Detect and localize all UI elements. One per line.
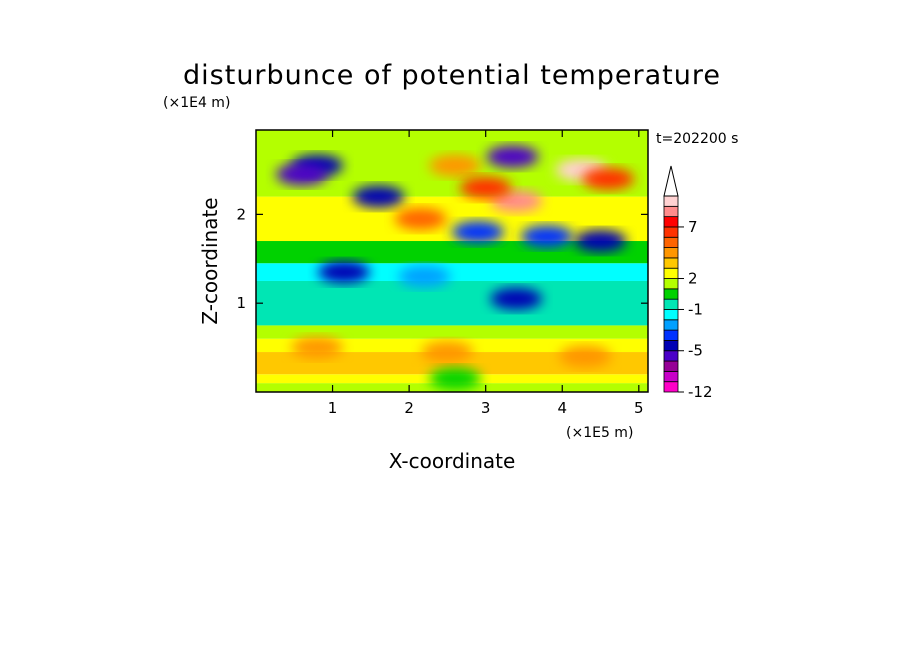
y-axis-label: Z-coordinate	[198, 197, 222, 324]
colorbar-swatch-17	[663, 205, 679, 218]
field-feature-13	[318, 261, 371, 284]
colorbar-swatch-7	[663, 309, 679, 321]
colorbar-extend-arrow	[663, 165, 679, 197]
field-feature-9	[582, 167, 635, 190]
colorbar-swatch-14	[663, 236, 679, 248]
field-band-6	[256, 263, 648, 281]
colorbar-swatch-15	[663, 226, 679, 238]
plot-area	[256, 130, 648, 392]
plot-frame	[255, 129, 649, 393]
colorbar-swatch-16	[663, 216, 679, 228]
field-feature-5	[486, 145, 539, 168]
field-feature-1	[275, 163, 328, 186]
field-band-2	[256, 352, 648, 375]
field-feature-16	[291, 336, 344, 359]
colorbar-swatch-18	[663, 195, 679, 207]
colorbar-swatch-0	[663, 381, 679, 393]
colorbar-swatch-3	[663, 350, 679, 362]
colorbar-label-2: -1	[688, 300, 703, 318]
colorbar-label-4: 7	[688, 218, 698, 236]
colorbar-swatch-13	[663, 247, 679, 259]
y-tick-label-1: 2	[236, 205, 246, 223]
field-feature-10	[452, 221, 505, 244]
field-feature-11	[520, 225, 573, 248]
colorbar-swatch-10	[663, 278, 679, 290]
colorbar-swatch-5	[663, 329, 679, 341]
field-feature-4	[394, 207, 447, 230]
colorbar-swatch-2	[663, 360, 679, 372]
x-axis-label: X-coordinate	[389, 449, 516, 473]
time-label: t=202200 s	[656, 131, 738, 147]
colorbar-swatch-11	[663, 267, 679, 279]
y-unit-label: (×1E4 m)	[163, 95, 230, 111]
colorbar-swatch-4	[663, 340, 679, 352]
field-feature-18	[559, 345, 612, 368]
colorbar-swatch-12	[663, 257, 679, 269]
x-tick-label-4: 5	[634, 399, 644, 417]
field-feature-3	[429, 154, 482, 177]
field-band-5	[256, 280, 648, 326]
x-tick-label-0: 1	[328, 399, 338, 417]
x-unit-label: (×1E5 m)	[566, 425, 633, 441]
colorbar-label-1: -5	[688, 342, 703, 360]
colorbar-label-0: -12	[688, 383, 713, 401]
field-features	[275, 145, 635, 390]
x-tick-label-3: 4	[557, 399, 567, 417]
field-feature-19	[429, 367, 482, 390]
field-feature-2	[352, 185, 405, 208]
y-tick-label-0: 1	[236, 294, 246, 312]
field-feature-14	[398, 265, 451, 288]
colorbar-swatch-9	[663, 288, 679, 300]
field-band-4	[256, 325, 648, 339]
colorbar-label-3: 2	[688, 270, 698, 288]
colorbar-swatch-1	[663, 370, 679, 383]
colorbar-swatch-8	[663, 298, 679, 310]
chart-title: disturbunce of potential temperature	[183, 60, 721, 91]
colorbar: -12-5-127	[663, 165, 713, 401]
colorbar-swatch-6	[663, 319, 679, 331]
y-ticks: 12	[236, 205, 648, 312]
field-feature-15	[490, 287, 543, 310]
field-feature-7	[459, 176, 512, 199]
x-tick-label-2: 3	[481, 399, 491, 417]
field-feature-12	[574, 230, 627, 253]
field-feature-17	[421, 341, 474, 364]
x-ticks: 1 2 3 4 5	[328, 130, 644, 417]
x-tick-label-1: 2	[404, 399, 414, 417]
